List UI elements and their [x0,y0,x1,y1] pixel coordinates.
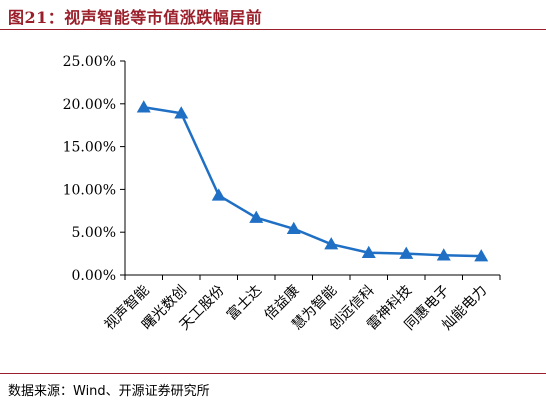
y-tick-label: 15.00% [63,140,116,156]
y-tick-label: 0.00% [72,268,116,284]
y-tick-label: 20.00% [63,97,116,113]
data-point-marker [361,245,376,258]
data-point-marker [399,246,414,259]
data-point-marker [211,188,226,201]
y-tick-label: 10.00% [63,182,116,198]
title-divider [0,29,546,30]
data-point-marker [174,106,189,119]
data-point-marker [324,237,339,250]
data-point-marker [136,100,151,113]
source-divider [0,373,546,374]
y-tick-label: 5.00% [72,225,116,241]
chart-axes [124,61,500,276]
source-note: 数据来源：Wind、开源证券研究所 [8,384,210,399]
data-point-marker [436,248,451,261]
y-axis-ticks: 0.00% 5.00% 10.00% 15.00% 20.00% 25.00% [63,54,125,284]
x-category-label: 富士达 [223,282,265,324]
series-layer [136,100,489,262]
figure-title: 图21：视声智能等市值涨跌幅居前 [8,8,263,27]
y-tick-label: 25.00% [63,54,116,70]
data-point-marker [474,249,489,262]
data-point-marker [286,221,301,235]
data-point-marker [249,210,264,223]
series-line [143,105,482,258]
